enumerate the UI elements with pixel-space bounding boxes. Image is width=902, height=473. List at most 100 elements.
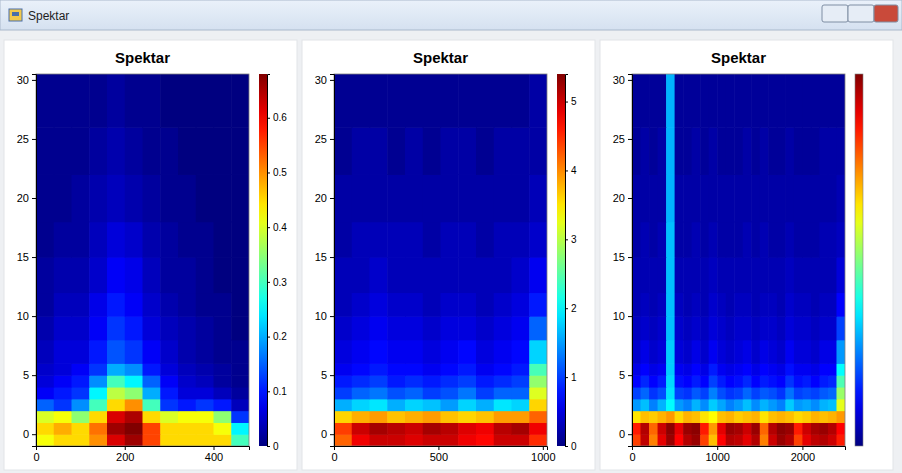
y-tick: 5 bbox=[23, 369, 36, 381]
heatmap-cell bbox=[196, 74, 214, 128]
heatmap-cell bbox=[683, 387, 692, 399]
heatmap-cell bbox=[649, 222, 658, 258]
heatmap-cell bbox=[683, 74, 692, 128]
heatmap-cell bbox=[700, 127, 709, 175]
heatmap-cell bbox=[819, 340, 828, 364]
heatmap-cell bbox=[641, 375, 650, 387]
heatmap-cell bbox=[196, 127, 214, 175]
heatmap-cell bbox=[494, 340, 512, 364]
heatmap-cell bbox=[632, 316, 641, 340]
heatmap-cell bbox=[819, 292, 828, 316]
heatmap-cell bbox=[717, 434, 726, 446]
heatmap-cell bbox=[802, 340, 811, 364]
heatmap-cell bbox=[709, 127, 718, 175]
heatmap-cell bbox=[36, 174, 54, 222]
heatmap-cell bbox=[214, 422, 232, 434]
heatmap-cell bbox=[125, 174, 143, 222]
heatmap-cell bbox=[89, 74, 107, 128]
heatmap-cell bbox=[836, 399, 845, 411]
heatmap-cell bbox=[54, 387, 72, 399]
heatmap-cell bbox=[143, 434, 161, 446]
heatmap-cell bbox=[458, 316, 476, 340]
heatmap-cell bbox=[734, 340, 743, 364]
close-button[interactable] bbox=[874, 5, 898, 22]
heatmap-cell bbox=[675, 399, 684, 411]
maximize-button[interactable] bbox=[848, 5, 874, 22]
heatmap-cell bbox=[828, 340, 837, 364]
heatmap-cell bbox=[743, 74, 752, 128]
heatmap-cell bbox=[529, 399, 547, 411]
x-tick-mark bbox=[438, 446, 439, 450]
y-tick-label: 0 bbox=[321, 428, 327, 440]
heatmap-cell bbox=[666, 434, 675, 446]
heatmap-cell bbox=[352, 127, 370, 175]
heatmap-cell bbox=[743, 434, 752, 446]
heatmap-cell bbox=[387, 363, 405, 375]
heatmap-cell bbox=[743, 340, 752, 364]
heatmap-cell bbox=[658, 387, 667, 399]
heatmap-cell bbox=[160, 174, 178, 222]
heatmap-cell bbox=[726, 387, 735, 399]
heatmap-cell bbox=[370, 316, 388, 340]
heatmap-cell bbox=[751, 174, 760, 222]
heatmap-cell bbox=[768, 434, 777, 446]
heatmap-cell bbox=[641, 411, 650, 423]
heatmap-cell bbox=[836, 387, 845, 399]
heatmap-cell bbox=[734, 434, 743, 446]
heatmap-cell bbox=[458, 340, 476, 364]
heatmap-cell bbox=[405, 174, 423, 222]
heatmap-cell bbox=[751, 422, 760, 434]
heatmap-cell bbox=[352, 316, 370, 340]
heatmap-cell bbox=[734, 257, 743, 293]
x-tick-label: 0 bbox=[33, 451, 39, 463]
heatmap-cell bbox=[760, 340, 769, 364]
heatmap-cell bbox=[231, 434, 249, 446]
heatmap-cell bbox=[387, 387, 405, 399]
heatmap-cell bbox=[743, 316, 752, 340]
heatmap-cell bbox=[649, 174, 658, 222]
colorbar-tick-mark bbox=[267, 172, 270, 173]
heatmap-cell bbox=[666, 375, 675, 387]
heatmap-cell bbox=[231, 375, 249, 387]
heatmap-cell bbox=[743, 127, 752, 175]
heatmap-cell bbox=[334, 434, 352, 446]
x-axis: 05001000 bbox=[331, 446, 555, 463]
heatmap-cell bbox=[700, 174, 709, 222]
heatmap-cell bbox=[811, 292, 820, 316]
heatmap-cell bbox=[658, 222, 667, 258]
colorbar-tick-label: 0.2 bbox=[273, 331, 287, 342]
heatmap-cell bbox=[785, 422, 794, 434]
heatmap-cell bbox=[726, 74, 735, 128]
heatmap-cell bbox=[334, 257, 352, 293]
plot-frame bbox=[334, 74, 547, 446]
heatmap-cell bbox=[334, 422, 352, 434]
heatmap-cell bbox=[819, 399, 828, 411]
heatmap-cell bbox=[405, 127, 423, 175]
heatmap-cell bbox=[512, 316, 530, 340]
heatmap-cell bbox=[760, 222, 769, 258]
colorbar-tick-mark bbox=[565, 446, 568, 447]
heatmap-cell bbox=[370, 127, 388, 175]
heatmap-cell bbox=[160, 422, 178, 434]
heatmap-cell bbox=[760, 434, 769, 446]
heatmap-cell bbox=[405, 316, 423, 340]
y-tick: 10 bbox=[17, 310, 36, 322]
heatmap-cell bbox=[458, 174, 476, 222]
heatmap-cell bbox=[692, 257, 701, 293]
colorbar-tick-mark bbox=[565, 377, 568, 378]
heatmap-cell bbox=[760, 316, 769, 340]
y-tick-label: 5 bbox=[619, 369, 625, 381]
heatmap-cell bbox=[160, 399, 178, 411]
heatmap-cells bbox=[334, 74, 547, 446]
heatmap-cell bbox=[649, 127, 658, 175]
heatmap-cell bbox=[675, 340, 684, 364]
heatmap-cell bbox=[794, 316, 803, 340]
heatmap-cell bbox=[423, 127, 441, 175]
heatmap-cell bbox=[802, 174, 811, 222]
colorbar-tick: 0 bbox=[267, 441, 279, 452]
heatmap-cell bbox=[666, 387, 675, 399]
heatmap-cell bbox=[632, 74, 641, 128]
heatmap-cell bbox=[125, 422, 143, 434]
minimize-button[interactable] bbox=[822, 5, 848, 22]
heatmap-cell bbox=[352, 387, 370, 399]
